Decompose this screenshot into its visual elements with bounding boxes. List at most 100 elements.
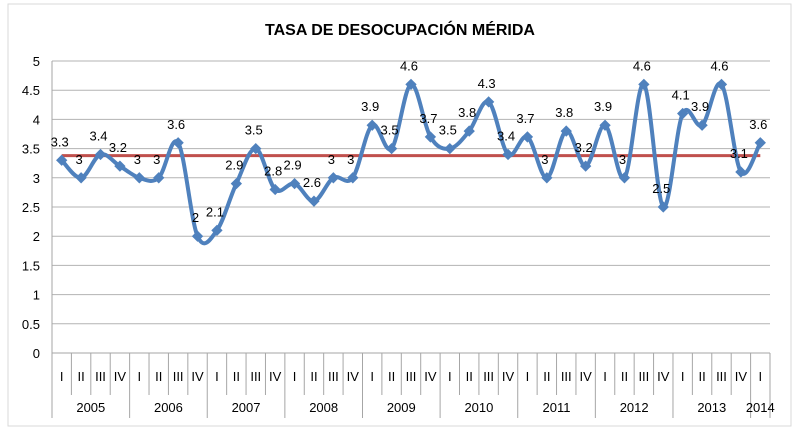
y-tick-label: 5 (33, 54, 40, 69)
data-point (444, 142, 456, 155)
quarter-label: I (681, 369, 685, 384)
quarter-label: III (561, 369, 572, 384)
year-label: 2008 (309, 400, 338, 415)
data-label: 3.6 (167, 117, 185, 132)
data-label: 2.1 (206, 204, 224, 219)
quarter-label: III (95, 369, 106, 384)
data-label: 2.9 (225, 158, 243, 173)
quarter-label: IV (269, 369, 282, 384)
quarter-label: III (328, 369, 339, 384)
data-label: 3.6 (749, 117, 767, 132)
quarter-label: III (716, 369, 727, 384)
quarter-label: IV (347, 369, 360, 384)
data-label: 4.3 (478, 76, 496, 91)
data-label: 3.5 (245, 123, 263, 138)
data-label: 3 (153, 152, 160, 167)
quarter-label: I (293, 369, 297, 384)
quarter-label: II (621, 369, 628, 384)
data-label: 3.9 (361, 99, 379, 114)
data-label: 3.4 (89, 128, 107, 143)
data-label: 3.2 (575, 140, 593, 155)
data-label: 3 (541, 152, 548, 167)
data-point (191, 230, 204, 242)
quarter-label: II (310, 369, 317, 384)
year-label: 2011 (543, 400, 571, 415)
data-label: 4.6 (633, 58, 651, 73)
data-point (269, 183, 281, 196)
data-point (521, 131, 534, 143)
quarter-label: I (448, 369, 452, 384)
data-point (288, 177, 301, 190)
data-label: 2.9 (284, 158, 302, 173)
data-point (754, 137, 766, 149)
quarter-label: I (370, 369, 374, 384)
quarter-label: IV (735, 369, 748, 384)
quarter-label: I (603, 369, 607, 384)
data-label: 3.2 (109, 140, 127, 155)
quarter-label: II (77, 369, 84, 384)
data-point (735, 166, 747, 178)
y-tick-label: 2 (33, 229, 40, 244)
year-label: 2014 (746, 400, 775, 415)
y-tick-label: 1.5 (22, 258, 40, 273)
data-label: 4.1 (672, 88, 690, 103)
data-point (347, 172, 359, 184)
data-label: 3 (75, 152, 82, 167)
data-label: 3.9 (594, 99, 612, 114)
data-label: 4.6 (400, 58, 418, 73)
data-point (308, 195, 320, 207)
year-label: 2006 (154, 400, 183, 415)
quarter-label: I (60, 369, 64, 384)
chart-title: TASA DE DESOCUPACIÓN MÉRIDA (265, 20, 535, 39)
quarter-label: IV (424, 369, 437, 384)
data-point (172, 137, 184, 149)
data-point (211, 224, 223, 237)
quarter-label: I (215, 369, 219, 384)
data-point (657, 201, 669, 213)
chart-frame (7, 3, 792, 427)
year-label: 2005 (76, 400, 105, 415)
quarter-label: IV (657, 369, 670, 384)
quarter-label: III (638, 369, 649, 384)
data-label: 3.7 (419, 111, 437, 126)
quarter-label: II (466, 369, 473, 384)
data-point (153, 172, 165, 184)
data-label: 2.8 (264, 163, 282, 178)
y-tick-label: 0.5 (22, 317, 40, 332)
data-label: 3.8 (555, 105, 573, 120)
data-label: 4.6 (710, 58, 728, 73)
quarter-label: III (483, 369, 494, 384)
data-label: 3.9 (691, 99, 709, 114)
data-label: 3.7 (516, 111, 534, 126)
data-label: 2.5 (652, 181, 670, 196)
year-label: 2007 (232, 400, 261, 415)
quarter-label: IV (580, 369, 593, 384)
quarter-label: IV (114, 369, 127, 384)
data-label: 3.1 (730, 146, 748, 161)
quarter-label: IV (502, 369, 515, 384)
data-label: 3.5 (381, 123, 399, 138)
quarter-label: I (758, 369, 762, 384)
data-point (618, 172, 631, 184)
data-label: 2 (192, 210, 199, 225)
quarter-label: II (388, 369, 395, 384)
quarter-label: III (250, 369, 261, 384)
data-point (230, 177, 243, 190)
year-label: 2013 (697, 400, 726, 415)
data-label: 2.6 (303, 175, 321, 190)
quarter-label: II (543, 369, 550, 384)
data-point (502, 148, 514, 161)
data-label: 3 (347, 152, 354, 167)
year-label: 2010 (464, 400, 493, 415)
quarter-label: III (406, 369, 417, 384)
y-tick-label: 1 (33, 288, 40, 303)
data-label: 3 (328, 152, 335, 167)
y-tick-label: 4.5 (22, 83, 40, 98)
data-point (133, 172, 145, 184)
y-tick-label: 3 (33, 171, 40, 186)
data-point (541, 172, 553, 184)
data-point (579, 160, 592, 172)
data-label: 3 (619, 152, 626, 167)
data-point (327, 172, 340, 184)
data-label: 3 (134, 152, 141, 167)
